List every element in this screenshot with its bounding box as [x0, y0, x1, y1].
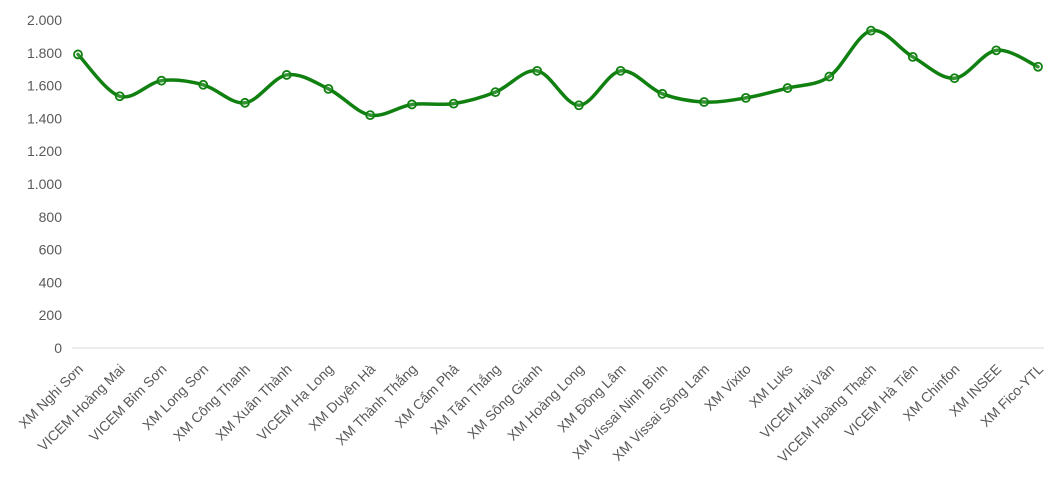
- data-point: [907, 52, 918, 62]
- y-tick-label: 1.800: [27, 45, 62, 61]
- data-point: [365, 110, 376, 121]
- data-point: [657, 88, 668, 99]
- data-point: [156, 75, 167, 86]
- y-tick-label: 2.000: [27, 12, 62, 28]
- data-point: [1033, 61, 1043, 72]
- data-point: [490, 87, 501, 98]
- data-point: [281, 70, 292, 80]
- y-tick-label: 1.600: [27, 78, 62, 94]
- data-point: [407, 99, 417, 110]
- x-tick-label: VICEM Hạ Long: [254, 361, 337, 444]
- data-point: [866, 25, 876, 36]
- y-tick-label: 800: [39, 209, 63, 225]
- data-point: [782, 83, 793, 93]
- data-point: [532, 65, 543, 76]
- data-point: [73, 49, 83, 60]
- y-tick-label: 200: [39, 307, 63, 323]
- y-tick-label: 1.200: [27, 143, 62, 159]
- x-tick-label: XM Xuân Thành: [212, 361, 295, 444]
- data-point: [699, 97, 709, 107]
- y-axis: 0 200 400 600 800 1.000 1.200 1.400 1.600 1.800 2.…: [27, 12, 62, 356]
- x-tick-label: XM Hoàng Long: [504, 361, 587, 444]
- data-point: [824, 71, 835, 82]
- series-line: [76, 28, 1040, 118]
- data-point: [615, 65, 626, 76]
- y-tick-label: 0: [54, 340, 62, 356]
- data-point: [740, 93, 751, 103]
- y-tick-label: 600: [39, 242, 63, 258]
- data-point: [573, 100, 584, 111]
- y-tick-label: 1.400: [27, 110, 62, 126]
- data-point: [114, 91, 125, 102]
- x-tick-label: XM Sông Gianh: [464, 361, 545, 442]
- data-point: [240, 97, 250, 108]
- data-point: [448, 98, 459, 109]
- data-point: [949, 73, 960, 84]
- x-tick-label: VICEM Hà Tiên: [841, 361, 921, 441]
- data-points: [73, 25, 1043, 121]
- x-tick-label: XM Vixito: [701, 361, 754, 414]
- data-point: [991, 45, 1002, 56]
- y-tick-label: 400: [39, 274, 63, 290]
- data-point: [198, 79, 209, 90]
- data-point: [323, 83, 334, 94]
- x-tick-label: VICEM Hải Vân: [757, 361, 838, 442]
- y-tick-label: 1.000: [27, 176, 62, 192]
